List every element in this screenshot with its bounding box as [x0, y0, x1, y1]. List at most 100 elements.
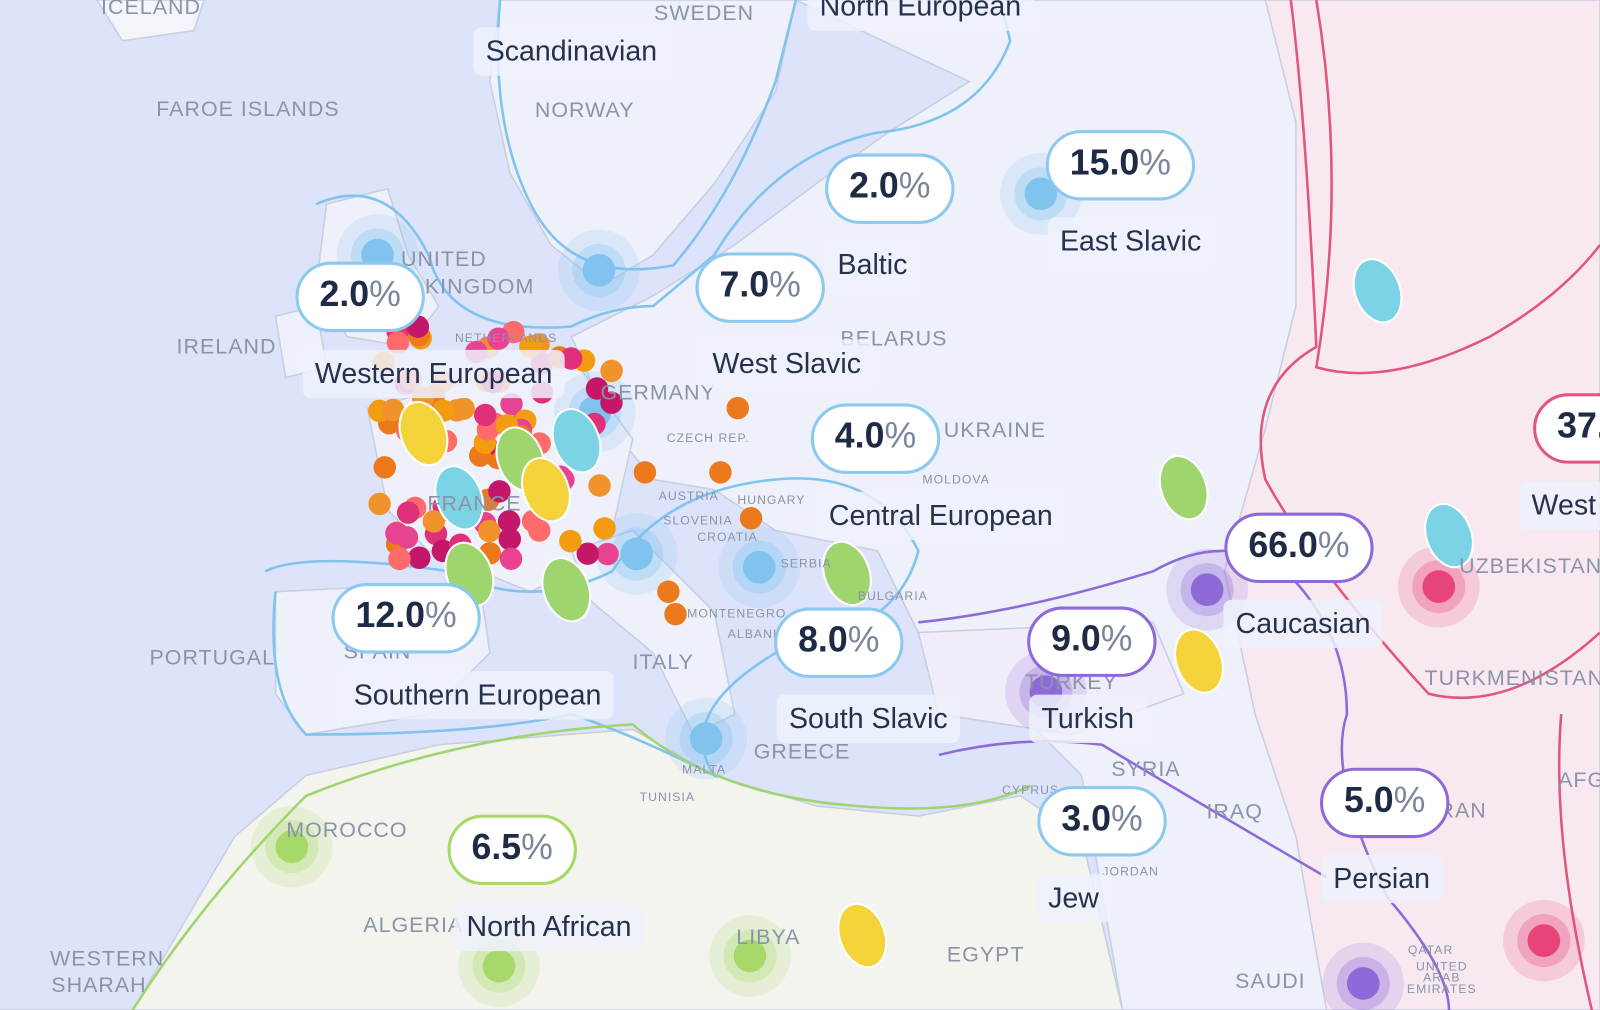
pin	[398, 400, 449, 467]
region-name-bg	[825, 240, 920, 289]
dot	[488, 480, 511, 503]
dot	[499, 547, 523, 570]
region-name-bg	[341, 671, 614, 720]
region-name: West A	[1532, 490, 1600, 522]
percent-pill	[695, 252, 825, 323]
dot	[585, 377, 609, 400]
percent-pill	[1224, 512, 1374, 584]
place-label: GERMANY	[600, 380, 715, 404]
dot	[739, 507, 763, 530]
place-label: ALGERIA	[363, 913, 463, 937]
marker	[1190, 573, 1224, 606]
dot	[382, 398, 405, 422]
dot	[500, 392, 523, 416]
region-percent: 3.0%	[1061, 799, 1142, 839]
place-labels: ICELAND SWEDEN FAROE ISLANDS NORWAY UNITED KI…	[50, 0, 1600, 997]
place-label: PORTUGAL	[149, 646, 275, 670]
dot	[473, 403, 497, 427]
place-label: ALBANIA	[728, 627, 787, 641]
place-label: ICELAND	[101, 0, 201, 19]
place-label: NETHERLANDS	[455, 331, 557, 345]
region-percent: 5.0%	[1344, 780, 1425, 820]
percent-value: 5.0	[1344, 780, 1394, 820]
region-percent: 12.0%	[355, 596, 456, 636]
region-name: Caucasian	[1236, 608, 1371, 640]
region-name: North European	[820, 0, 1022, 23]
region-name-bg	[807, 0, 1034, 31]
dot	[498, 527, 521, 551]
region-name-bg	[700, 339, 874, 388]
percent-unit: %	[848, 620, 880, 660]
region-percent: 7.0%	[720, 265, 801, 305]
dot	[600, 359, 623, 383]
percent-pill	[331, 583, 481, 654]
dot	[657, 580, 680, 603]
region-name: East Slavic	[1060, 225, 1201, 257]
marker	[1024, 177, 1058, 211]
place-label: NORWAY	[535, 98, 635, 122]
percent-pill	[825, 153, 955, 224]
dot	[408, 546, 431, 569]
region-name-bg	[1223, 599, 1383, 649]
percent-value: 7.0	[720, 265, 770, 305]
region-name-bg	[454, 902, 644, 952]
place-label: UZBEKISTAN	[1459, 554, 1600, 578]
dot	[576, 542, 599, 565]
place-label: LIBYA	[736, 925, 800, 949]
place-label: AUSTRIA	[659, 489, 719, 503]
region-name: West Slavic	[712, 348, 861, 380]
region-name: Baltic	[838, 249, 908, 281]
percent-value: 66.0	[1248, 525, 1318, 565]
dot	[588, 474, 611, 497]
region-name-bg	[776, 694, 960, 743]
percent-pill	[1027, 606, 1157, 677]
marker	[742, 550, 776, 584]
marker	[1422, 570, 1456, 603]
percent-pill	[1037, 786, 1167, 857]
place-label: CROATIA	[697, 530, 758, 544]
place-label: UNITED	[1416, 959, 1468, 973]
place-label: CZECH REP.	[667, 431, 750, 445]
dot	[395, 526, 419, 549]
dot	[368, 492, 391, 516]
percent-unit: %	[1111, 799, 1143, 839]
place-label: IRAQ	[1206, 800, 1262, 824]
place-label: IRELAND	[177, 335, 277, 359]
place-label: MOROCCO	[286, 818, 407, 842]
place-label: SAUDI	[1235, 969, 1306, 993]
region-name-bg	[473, 27, 670, 76]
regions: Scandinavian North European Baltic 2.0% East…	[295, 0, 1600, 952]
place-label: AFG	[1558, 768, 1600, 792]
pin	[551, 408, 602, 474]
dot	[633, 461, 657, 484]
place-label: CYPRUS	[1002, 783, 1059, 797]
pin	[822, 540, 872, 606]
percent-value: 3.0	[1061, 799, 1111, 839]
region-percent: 4.0%	[835, 416, 916, 456]
glows	[251, 153, 1585, 1010]
region-name: Central European	[829, 500, 1053, 532]
pin	[521, 457, 571, 523]
dot	[497, 510, 521, 533]
place-label: SHARAH	[51, 973, 146, 997]
pin	[541, 557, 592, 623]
place-label: UNITED	[401, 247, 487, 271]
place-label: SLOVENIA	[663, 514, 732, 528]
region-name-bg	[1035, 874, 1112, 923]
dot	[593, 517, 616, 540]
place-label: ARAB	[1423, 971, 1460, 985]
percent-unit: %	[899, 166, 931, 206]
region-percent: 2.0%	[849, 166, 930, 206]
region-name: Jew	[1048, 882, 1099, 914]
marker	[1346, 967, 1380, 1000]
place-label: SERBIA	[781, 556, 832, 570]
region-percent: 8.0%	[798, 620, 879, 660]
percent-value: 6.5	[472, 827, 522, 867]
place-label: MOLDOVA	[922, 473, 989, 487]
region-percent: 6.5%	[472, 827, 553, 867]
region-name-bg	[302, 349, 565, 399]
marker	[582, 254, 616, 287]
dot	[559, 347, 583, 370]
pin	[1174, 628, 1224, 694]
pin	[1158, 455, 1209, 521]
